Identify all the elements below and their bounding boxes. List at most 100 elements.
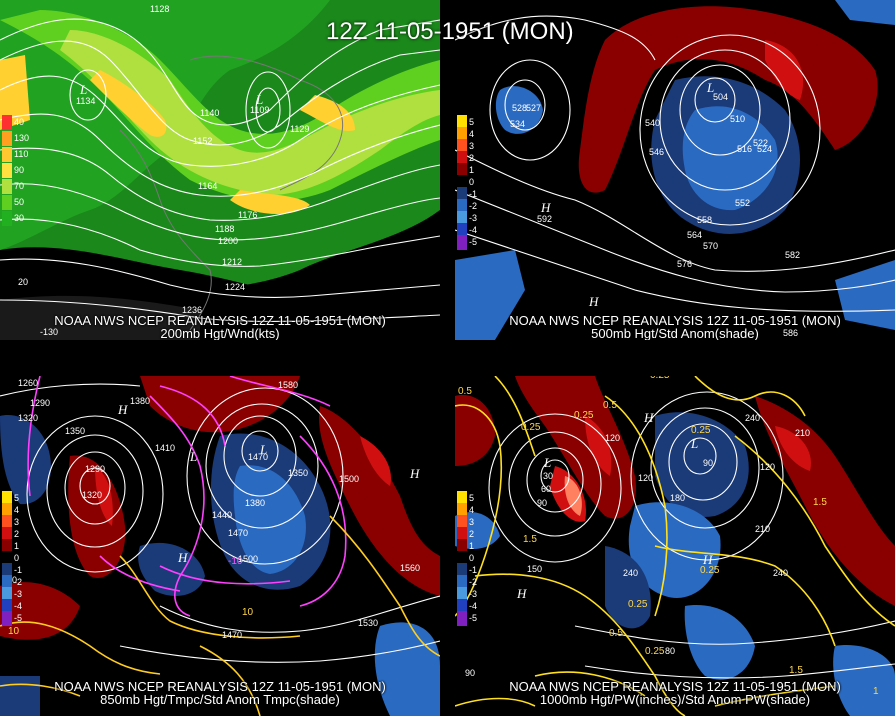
svg-text:240: 240: [745, 413, 760, 423]
legend-label: 1: [14, 541, 20, 551]
svg-text:1350: 1350: [288, 468, 308, 478]
legend-label: -1: [469, 189, 478, 199]
svg-text:1260: 1260: [18, 378, 38, 388]
svg-text:150: 150: [527, 564, 542, 574]
svg-text:90: 90: [465, 668, 475, 678]
svg-text:1470: 1470: [228, 528, 248, 538]
svg-text:576: 576: [677, 259, 692, 269]
legend-label: 30: [14, 213, 25, 223]
legend-label: 50: [14, 197, 25, 207]
svg-text:H: H: [516, 586, 527, 601]
legend-label: 5: [14, 493, 20, 503]
panel-title-line2: 850mb Hgt/Tmpc/Std Anom Tmpc(shade): [100, 692, 340, 707]
svg-text:180: 180: [670, 493, 685, 503]
legend-label: -3: [469, 213, 478, 223]
svg-text:1500: 1500: [339, 474, 359, 484]
svg-text:0.25: 0.25: [521, 422, 541, 433]
svg-text:H: H: [409, 466, 420, 481]
svg-text:1560: 1560: [400, 563, 420, 573]
svg-text:-10: -10: [228, 556, 243, 567]
svg-text:240: 240: [773, 568, 788, 578]
svg-text:1224: 1224: [225, 282, 245, 292]
svg-text:1: 1: [873, 686, 879, 697]
svg-text:0.25: 0.25: [691, 425, 711, 436]
svg-text:1212: 1212: [222, 257, 242, 267]
legend-label: 1: [469, 165, 475, 175]
svg-text:527: 527: [526, 103, 541, 113]
svg-text:120: 120: [760, 462, 775, 472]
legend-label: 4: [469, 129, 475, 139]
legend-label: -1: [14, 565, 23, 575]
svg-text:582: 582: [785, 250, 800, 260]
legend-label: -2: [469, 577, 478, 587]
svg-text:60: 60: [541, 484, 551, 494]
svg-text:1176: 1176: [238, 210, 257, 220]
map-500mb: 504 510 516 522 528 534 540 546 552 558 …: [455, 0, 895, 340]
legend-label: 2: [469, 153, 475, 163]
svg-text:0.25: 0.25: [645, 646, 665, 657]
panel-title-line1: NOAA NWS NCEP REANALYSIS 12Z 11-05-1951 …: [509, 313, 841, 328]
svg-text:1380: 1380: [130, 396, 150, 406]
legend-label: -2: [469, 201, 478, 211]
legend-label: 1: [469, 541, 475, 551]
svg-text:570: 570: [703, 241, 718, 251]
svg-text:0.5: 0.5: [609, 628, 623, 639]
svg-text:L: L: [706, 80, 714, 95]
svg-text:120: 120: [638, 473, 653, 483]
legend-label: 70: [14, 181, 25, 191]
panel-title-line1: NOAA NWS NCEP REANALYSIS 12Z 11-05-1951 …: [54, 313, 386, 328]
svg-text:504: 504: [713, 92, 728, 102]
svg-text:-15: -15: [180, 376, 195, 379]
svg-text:20: 20: [18, 277, 28, 287]
legend-label: -5: [469, 237, 478, 247]
svg-text:1129: 1129: [290, 124, 309, 134]
panel-1000mb-height-pw: 0.5 0.25 0.5 0.25 0.25 0.25 0.25 0.25 0.…: [455, 376, 895, 716]
map-1000mb: 0.5 0.25 0.5 0.25 0.25 0.25 0.25 0.25 0.…: [455, 376, 895, 716]
svg-text:30: 30: [543, 471, 553, 481]
panel-200mb-height-wind: 1128 1140 1152 1164 1176 1188 1200 1212 …: [0, 0, 440, 340]
legend-label: 3: [14, 517, 20, 527]
svg-text:558: 558: [697, 215, 712, 225]
svg-text:80: 80: [665, 646, 675, 656]
svg-text:0.25: 0.25: [700, 565, 720, 576]
svg-text:L: L: [259, 442, 267, 457]
svg-text:H: H: [588, 294, 599, 309]
legend-label: 3: [469, 517, 475, 527]
svg-text:1440: 1440: [212, 510, 232, 520]
svg-text:534: 534: [510, 119, 525, 129]
svg-text:1500: 1500: [238, 554, 258, 564]
svg-text:1470: 1470: [248, 452, 268, 462]
svg-text:540: 540: [645, 118, 660, 128]
svg-text:1152: 1152: [193, 136, 212, 146]
svg-text:1.5: 1.5: [813, 497, 827, 508]
legend-label: 5: [469, 117, 475, 127]
legend-label: 110: [14, 149, 29, 159]
panel-title-line1: NOAA NWS NCEP REANALYSIS 12Z 11-05-1951 …: [509, 679, 841, 694]
svg-text:1470: 1470: [222, 630, 242, 640]
svg-text:H: H: [540, 200, 551, 215]
svg-text:1140: 1140: [200, 108, 219, 118]
legend-label: 3: [469, 141, 475, 151]
panel-title-line2: 1000mb Hgt/PW(inches)/Std Anom PW(shade): [539, 692, 811, 707]
panel-title-line2: 200mb Hgt/Wnd(kts): [160, 326, 280, 341]
svg-text:0.5: 0.5: [603, 400, 617, 411]
svg-text:1164: 1164: [198, 181, 217, 191]
svg-text:H: H: [643, 410, 654, 425]
svg-text:510: 510: [730, 114, 745, 124]
legend-label: 5: [469, 493, 475, 503]
svg-text:1320: 1320: [82, 490, 102, 500]
svg-text:1200: 1200: [218, 236, 238, 246]
map-200mb: 1128 1140 1152 1164 1176 1188 1200 1212 …: [0, 0, 440, 340]
svg-text:1580: 1580: [278, 380, 298, 390]
svg-text:564: 564: [687, 230, 702, 240]
svg-text:10: 10: [242, 607, 254, 618]
legend-label: -4: [469, 601, 478, 611]
svg-text:1109: 1109: [250, 105, 269, 115]
svg-text:H: H: [177, 550, 188, 565]
svg-text:516: 516: [737, 144, 752, 154]
svg-text:1128: 1128: [150, 4, 169, 14]
svg-text:90: 90: [703, 458, 713, 468]
legend-label: -1: [469, 565, 478, 575]
svg-text:1530: 1530: [358, 618, 378, 628]
svg-text:1.5: 1.5: [789, 665, 803, 676]
